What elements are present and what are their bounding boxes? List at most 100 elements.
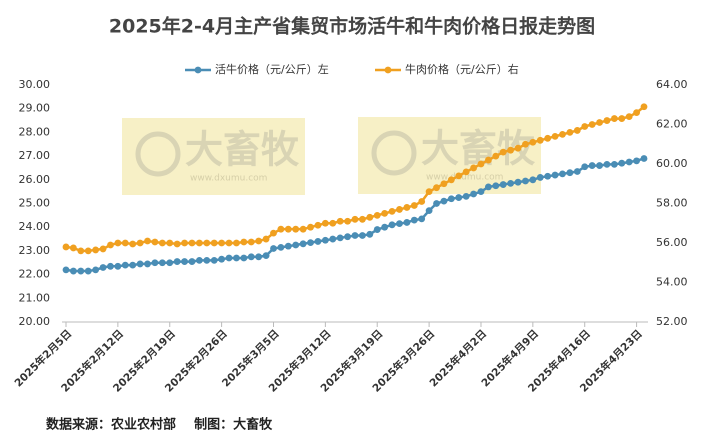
- data-point: [522, 140, 529, 148]
- data-point: [536, 136, 544, 144]
- data-point: [544, 172, 552, 180]
- data-point: [270, 229, 277, 237]
- data-point: [70, 267, 77, 275]
- data-point: [136, 239, 144, 247]
- data-point: [447, 195, 455, 203]
- data-point: [492, 182, 500, 190]
- data-point: [247, 238, 255, 246]
- data-point: [77, 247, 85, 255]
- data-point: [440, 197, 448, 205]
- data-point: [151, 238, 159, 246]
- data-point: [529, 176, 537, 184]
- data-point: [307, 239, 314, 247]
- data-point: [336, 217, 344, 225]
- data-point: [603, 160, 611, 168]
- data-point: [210, 256, 218, 264]
- data-point: [499, 148, 507, 156]
- data-point: [536, 174, 544, 181]
- data-point: [633, 157, 640, 165]
- data-point: [114, 262, 122, 270]
- data-point: [277, 243, 285, 251]
- data-point: [151, 259, 159, 267]
- data-point: [225, 239, 233, 247]
- legend-swatch: [384, 66, 392, 74]
- y2-tick-label: 64.00: [656, 78, 688, 91]
- watermark-logo: [135, 131, 181, 177]
- data-point: [166, 239, 174, 247]
- data-point: [462, 168, 470, 176]
- data-point: [425, 207, 433, 215]
- y-tick-label: 27.00: [19, 149, 51, 162]
- data-point: [499, 181, 507, 188]
- data-point: [470, 164, 477, 172]
- data-point: [573, 127, 581, 134]
- data-point: [321, 236, 329, 244]
- data-point: [366, 213, 374, 221]
- data-point: [492, 152, 500, 160]
- data-point: [299, 240, 307, 248]
- data-point: [388, 208, 396, 215]
- data-point: [418, 215, 426, 223]
- y-tick-label: 20.00: [19, 315, 51, 328]
- data-point: [84, 267, 92, 275]
- data-point: [299, 225, 307, 233]
- data-point: [373, 226, 381, 233]
- data-point: [396, 206, 403, 213]
- data-point: [77, 267, 85, 275]
- data-point: [344, 233, 351, 241]
- data-point: [233, 254, 240, 262]
- data-point: [396, 220, 403, 228]
- data-point: [507, 146, 515, 154]
- data-point: [381, 223, 389, 231]
- data-point: [262, 252, 270, 260]
- data-point: [477, 160, 485, 168]
- data-point: [321, 219, 329, 227]
- watermark-box: [122, 118, 305, 195]
- data-point: [551, 132, 559, 140]
- data-point: [336, 234, 344, 242]
- data-point: [92, 266, 100, 274]
- data-point: [596, 162, 603, 169]
- data-point: [588, 121, 596, 128]
- data-point: [114, 239, 122, 247]
- data-point: [566, 129, 574, 136]
- data-point: [203, 256, 211, 264]
- data-point: [633, 109, 640, 117]
- data-point: [610, 160, 618, 168]
- legend-label: 活牛价格（元/公斤）左: [215, 62, 329, 76]
- data-point: [121, 261, 129, 269]
- data-point: [173, 258, 181, 265]
- data-point: [181, 239, 188, 247]
- data-point: [433, 184, 440, 192]
- data-point: [596, 119, 603, 126]
- data-point: [581, 123, 589, 130]
- data-point: [529, 138, 537, 146]
- data-point: [455, 172, 463, 180]
- data-point: [566, 169, 574, 177]
- data-point: [218, 239, 226, 247]
- data-point: [588, 162, 596, 169]
- data-point: [514, 178, 522, 186]
- data-point: [625, 113, 633, 120]
- data-point: [84, 247, 92, 255]
- data-point: [195, 256, 203, 264]
- data-point: [351, 215, 359, 223]
- data-point: [188, 258, 196, 265]
- data-point: [277, 225, 285, 233]
- y-tick-label: 21.00: [19, 291, 51, 304]
- data-point: [433, 200, 440, 207]
- data-point: [403, 204, 411, 211]
- y-tick-label: 25.00: [19, 197, 51, 210]
- data-point: [477, 188, 485, 196]
- data-point: [284, 242, 292, 250]
- data-point: [603, 117, 611, 124]
- data-point: [625, 158, 633, 166]
- data-point: [173, 240, 181, 248]
- data-point: [544, 134, 552, 142]
- source-note: 数据来源：农业农村部 制图：大畜牧: [46, 417, 273, 433]
- data-point: [351, 232, 359, 239]
- data-point: [388, 221, 396, 229]
- data-point: [410, 216, 418, 224]
- data-point: [373, 211, 381, 219]
- data-point: [573, 168, 581, 175]
